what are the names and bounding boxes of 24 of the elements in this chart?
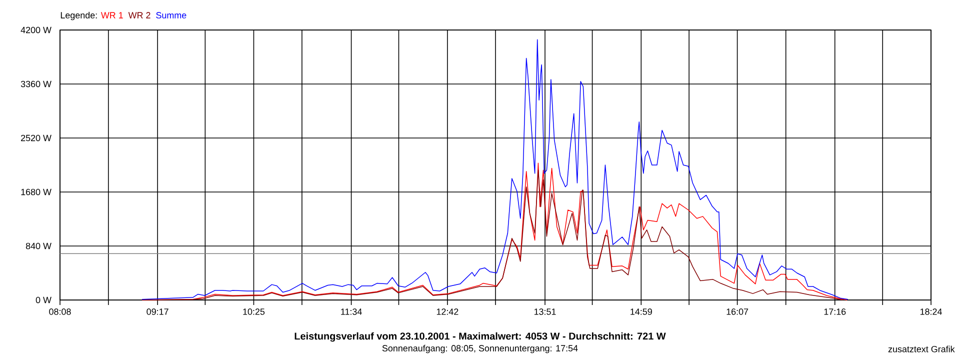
x-tick-label: 13:51 <box>534 308 556 315</box>
x-tick-label: 11:34 <box>341 308 362 315</box>
text: Leistungsverlauf vom 23.10.2001 - Maximalwert: 4053 W - Durchschnitt: 721 W <box>294 332 666 342</box>
y-tick-label: 4200 W <box>20 26 52 34</box>
x-tick-label: 09:17 <box>146 308 168 315</box>
y-tick-label: 2520 W <box>21 134 52 142</box>
x-tick-label: 16:07 <box>726 308 748 315</box>
text: Summe <box>156 12 186 18</box>
y-tick-label: 0 W <box>36 296 52 304</box>
x-tick-label: 14:59 <box>630 308 652 315</box>
text: WR 2 <box>128 12 150 18</box>
x-tick-label: 18:24 <box>920 308 942 315</box>
x-tick-label: 12:42 <box>436 308 458 315</box>
text: zusatztext Grafik <box>888 346 955 352</box>
line-series <box>142 39 848 300</box>
y-tick-label: 3360 W <box>20 80 52 88</box>
y-tick-label: 840 W <box>26 242 52 250</box>
legend-title: Legende: <box>60 12 97 20</box>
text: Sonnenaufgang: 08:05, Sonnenuntergang: 17:54 <box>382 344 578 354</box>
x-tick-label: 08:08 <box>49 308 71 315</box>
text: WR 1 <box>100 12 123 18</box>
x-tick-label: 10:25 <box>243 308 265 315</box>
y-tick-label: 1680 W <box>21 188 52 196</box>
x-tick-label: 17:16 <box>824 308 846 315</box>
